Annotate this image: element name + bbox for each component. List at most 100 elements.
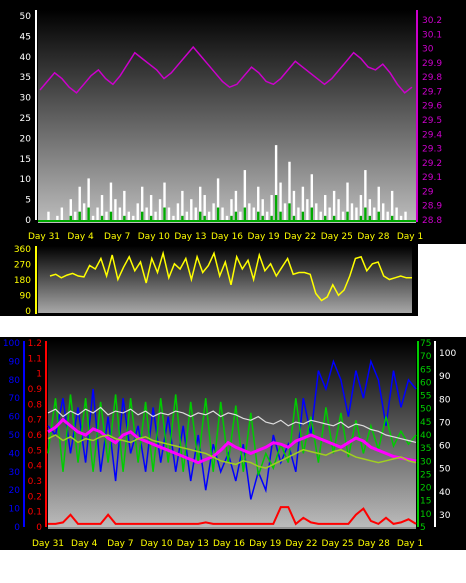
wind_gust-bar [87, 207, 90, 220]
wind_gust-bar [243, 207, 247, 220]
wind_gust-bar [359, 215, 363, 220]
multi-series-chart: 0 10 20 30 40 50 60 70 80 90 100 0 0.1 0.2 0.3 0.4 0.5 0.… [0, 337, 466, 550]
x-tick-label: Day 25 [321, 232, 353, 242]
wind_speed-bar [154, 211, 157, 220]
axis-white-tick-label: 70 [439, 418, 451, 428]
wind_speed-bar [212, 203, 215, 220]
wind_speed-bar [279, 182, 282, 220]
axis-green-tick-label: 25 [420, 470, 431, 480]
wind_speed-bar [386, 211, 389, 220]
x-tick-label: Day 31 [28, 232, 60, 242]
blue-line [47, 358, 417, 500]
wind_speed-bar [234, 190, 238, 220]
wind_speed-bar [199, 186, 202, 220]
x-tick-label: Day 16 [213, 539, 245, 549]
axis-red-tick-label: 0.1 [28, 508, 42, 518]
axis-blue-tick-label: 10 [9, 505, 21, 515]
wind_gust-bar [346, 211, 349, 220]
wind_speed-bar [399, 215, 403, 220]
wind_speed-bar [306, 199, 309, 220]
left-axis-tick-label: 45 [20, 32, 31, 42]
x-tick-label: Day 10 [138, 232, 170, 242]
x-tick-label: Day 28 [358, 539, 390, 549]
wind_speed-bar [265, 211, 269, 220]
right-axis-tick-label: 28.8 [422, 216, 442, 226]
x-tick-label: Day 1 [397, 539, 423, 549]
wind_speed-bar [395, 207, 398, 220]
wind_gust-bar [109, 211, 113, 220]
wind_speed-bar [310, 174, 314, 220]
axis-white-tick-label: 60 [439, 442, 451, 452]
wind_speed-bar [270, 195, 273, 220]
wind_speed-bar [346, 182, 349, 220]
wind_speed-bar [382, 203, 385, 220]
right-axis-tick-label: 29.7 [422, 87, 442, 97]
wind_gust-bar [323, 215, 327, 220]
axis-blue-tick-label: 90 [9, 357, 21, 367]
wind_gust-bar [234, 211, 238, 220]
wind_gust-bar [230, 215, 233, 220]
axis-blue-tick-label: 30 [9, 468, 21, 478]
wind_gust-bar [292, 215, 296, 220]
left-axis-tick-label: 180 [14, 276, 31, 286]
wind_speed-bar [373, 207, 376, 220]
left-axis-tick-label: 5 [25, 196, 31, 206]
axis-blue-tick-label: 20 [9, 486, 21, 496]
axis-red-tick-label: 0 [36, 523, 42, 533]
wind_gust-bar [364, 207, 367, 220]
axis-white-tick-label: 80 [439, 395, 451, 405]
white-line [47, 406, 417, 443]
wind_speed-bar [225, 215, 229, 220]
wind_speed-bar [261, 199, 264, 220]
axis-white-tick-label: 30 [439, 511, 451, 521]
wind_speed-bar [140, 186, 144, 220]
axis-green-tick-label: 60 [420, 378, 432, 388]
right-axis-tick-label: 29.8 [422, 73, 442, 83]
wind_speed-bar [315, 203, 318, 220]
x-tick-label: Day 31 [32, 539, 64, 549]
axis-red-tick-label: 0.5 [28, 446, 42, 456]
axis-green-tick-label: 10 [420, 510, 432, 520]
wind_gust-bar [69, 215, 72, 220]
wind_gust-bar [163, 207, 166, 220]
wind_gust-bar [257, 211, 260, 220]
right-axis-tick-label: 30 [422, 45, 434, 55]
wind_speed-bar [341, 211, 345, 220]
wind_speed-bar [176, 203, 180, 220]
wind_dir-line [49, 250, 412, 302]
axis-blue-tick-label: 100 [3, 339, 20, 349]
wind_speed-bar [274, 145, 278, 220]
wind_gust-bar [288, 203, 291, 220]
right-axis-tick-label: 29.2 [422, 159, 442, 169]
wind_speed-bar [185, 211, 189, 220]
wind_speed-bar [297, 207, 300, 220]
axis-blue-tick-label: 40 [9, 449, 21, 459]
x-tick-label: Day 7 [104, 232, 130, 242]
wind_speed-bar [60, 207, 64, 220]
wind_speed-bar [390, 190, 394, 220]
left-axis-tick-label: 0 [25, 307, 31, 316]
right-axis-tick-label: 29.4 [422, 130, 442, 140]
wind_speed-bar [163, 182, 166, 220]
left-axis-tick-label: 0 [25, 216, 31, 226]
axis-green-tick-label: 75 [420, 339, 431, 349]
wind_speed-bar [82, 203, 86, 220]
left-axis-tick-label: 360 [14, 245, 31, 255]
wind_speed-bar [221, 207, 224, 220]
right-axis-tick-label: 28.9 [422, 202, 442, 212]
wind_speed-bar [377, 186, 380, 220]
red-line [48, 506, 417, 526]
wind_gust-bar [78, 211, 81, 220]
right-axis-tick-label: 29.1 [422, 173, 442, 183]
wind_speed-bar [78, 186, 81, 220]
x-tick-label: Day 25 [322, 539, 354, 549]
wind_speed-bar [194, 207, 197, 220]
axis-green-tick-label: 35 [420, 444, 431, 454]
wind_speed-bar [47, 211, 50, 220]
magenta-line [47, 417, 417, 465]
left-axis-tick-label: 10 [20, 175, 32, 185]
axis-green-tick-label: 70 [420, 352, 432, 362]
wind_gust-bar [216, 207, 220, 220]
wind_speed-bar [216, 178, 220, 220]
wind_speed-bar [132, 215, 135, 220]
